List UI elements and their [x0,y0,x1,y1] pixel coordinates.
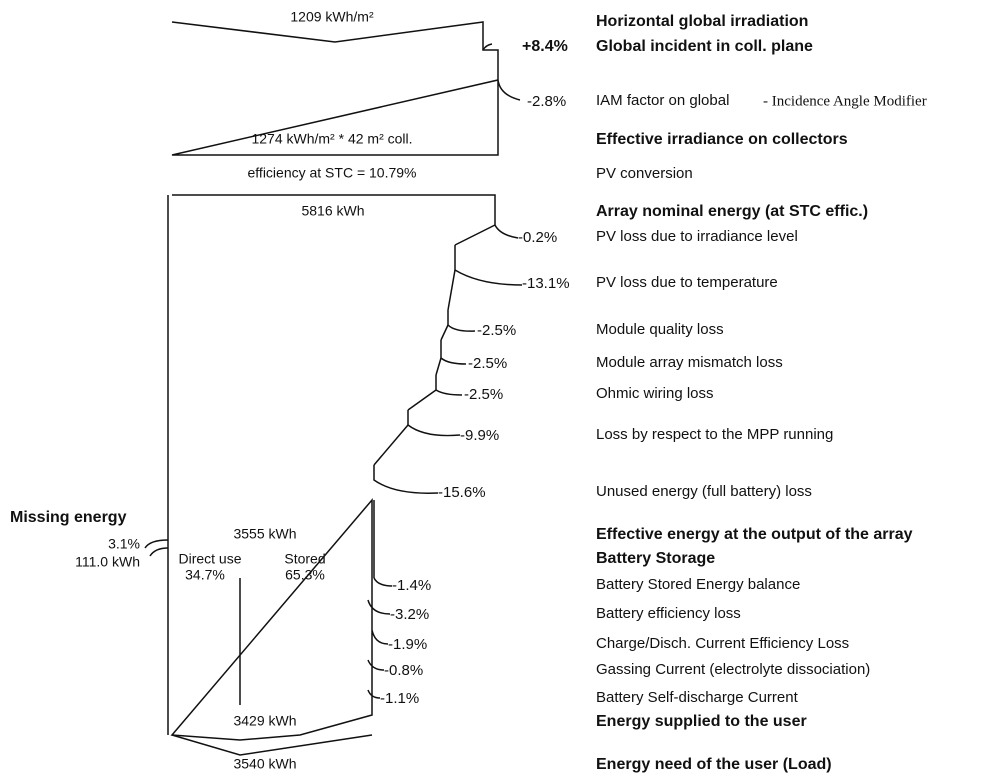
gain-arrow [482,43,493,51]
row-label: Effective irradiance on collectors [596,131,848,148]
row-pct: -1.9% [388,636,427,653]
value-label: efficiency at STC = 10.79% [248,165,417,181]
value-label: 3555 kWh [233,526,296,542]
row-label: Module array mismatch loss [596,354,783,371]
row-label: Global incident in coll. plane [596,38,813,55]
row-label: Energy supplied to the user [596,713,807,730]
row-pct: -3.2% [390,606,429,623]
value-label: 1209 kWh/m² [290,9,374,25]
value-label: 1274 kWh/m² * 42 m² coll. [251,131,412,147]
row-label: Module quality loss [596,321,724,338]
row-pct: +8.4% [522,38,568,55]
row-label: Unused energy (full battery) loss [596,483,812,500]
row-label: Battery Self-discharge Current [596,689,799,706]
irradiation-flow [171,21,521,156]
row-label: Array nominal energy (at STC effic.) [596,203,868,220]
battery-label: Direct use [178,551,241,567]
iam-note: - Incidence Angle Modifier [763,93,927,109]
row-pct: -13.1% [522,275,570,292]
row-label: PV conversion [596,165,693,182]
row-pct: -2.5% [464,386,503,403]
row-pct: -2.5% [477,322,516,339]
missing-energy: 111.0 kWh [75,554,140,570]
row-label: Charge/Disch. Current Efficiency Loss [596,635,849,652]
battery-pct: 65.3% [285,567,325,583]
row-label: Loss by respect to the MPP running [596,426,833,443]
row-pct: -1.1% [380,690,419,707]
row-label: Battery efficiency loss [596,605,741,622]
row-label: Effective energy at the output of the ar… [596,526,913,543]
value-label: 3429 kWh [233,713,296,729]
row-label: Energy need of the user (Load) [596,756,832,773]
row-label: Battery Stored Energy balance [596,576,800,593]
missing-arrow [144,539,169,557]
row-pct: -9.9% [460,427,499,444]
row-label: Horizontal global irradiation [596,13,808,30]
row-label: Ohmic wiring loss [596,385,714,402]
array-step [373,224,496,466]
row-label: PV loss due to irradiance level [596,228,798,245]
row-label: Gassing Current (electrolyte dissociatio… [596,661,870,678]
array-flow [170,194,523,741]
row-label: Battery Storage [596,550,715,567]
row-pct: -0.8% [384,662,423,679]
row-label: PV loss due to temperature [596,274,778,291]
battery-label: Stored [284,551,325,567]
value-label: 5816 kWh [301,203,364,219]
battery-pct: 34.7% [185,567,225,583]
row-label: IAM factor on global [596,92,729,109]
missing-title: Missing energy [10,509,127,526]
row-pct: -2.8% [527,93,566,110]
load-flow [171,734,373,756]
row-pct: -1.4% [392,577,431,594]
missing-pct: 3.1% [108,536,140,552]
row-pct: -15.6% [438,484,486,501]
row-pct: -2.5% [468,355,507,372]
row-pct: -0.2% [518,229,557,246]
value-label: 3540 kWh [233,756,296,772]
